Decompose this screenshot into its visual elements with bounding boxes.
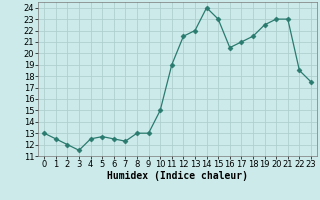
X-axis label: Humidex (Indice chaleur): Humidex (Indice chaleur)	[107, 171, 248, 181]
